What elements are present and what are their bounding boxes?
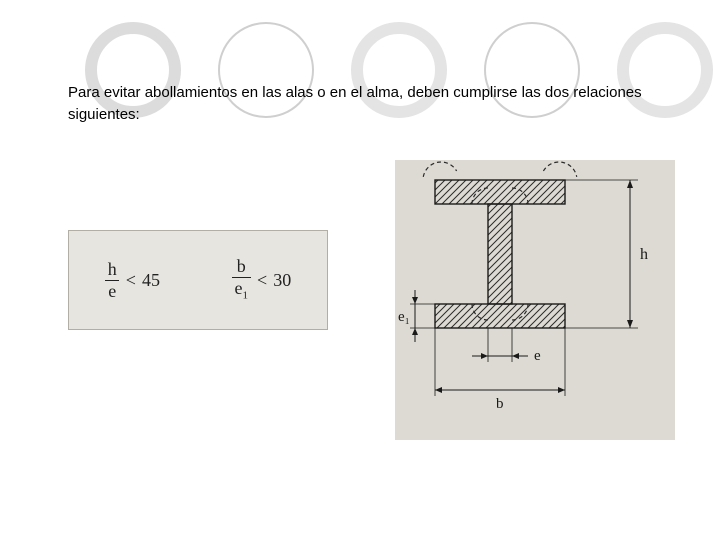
- f1-denominator: e: [105, 280, 119, 301]
- formula-box: h e < 45 b e1 < 30: [68, 230, 328, 330]
- f1-rhs: 45: [142, 270, 160, 291]
- svg-text:b: b: [496, 396, 504, 412]
- f1-numerator: h: [105, 260, 120, 280]
- ibeam-diagram: h e₁ e b: [395, 160, 675, 440]
- formula-h-over-e: h e < 45: [105, 260, 160, 301]
- svg-text:h: h: [640, 246, 648, 263]
- f2-denominator: e1: [232, 277, 252, 302]
- svg-text:e: e: [534, 348, 541, 364]
- svg-text:e₁: e₁: [398, 309, 410, 325]
- f2-rhs: 30: [273, 270, 291, 291]
- intro-paragraph: Para evitar abollamientos en las alas o …: [68, 82, 648, 126]
- f2-operator: <: [257, 270, 267, 291]
- formula-b-over-e1: b e1 < 30: [232, 257, 292, 302]
- f1-operator: <: [126, 270, 136, 291]
- f2-numerator: b: [234, 257, 249, 277]
